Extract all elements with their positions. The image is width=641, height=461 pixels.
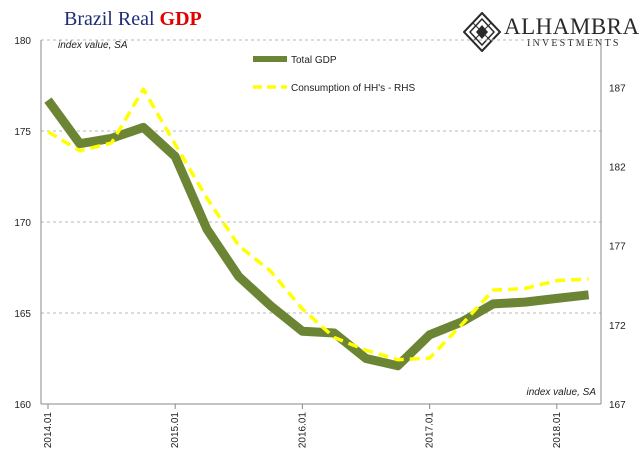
y-tick-label-left: 175: [14, 127, 31, 138]
right-axis-ticks: 167 172 177 182 187: [609, 83, 626, 411]
legend-label-consumption: Consumption of HH's - RHS: [291, 83, 416, 94]
axes: [40, 40, 602, 405]
x-tick-label: 2017.01: [425, 412, 436, 449]
alhambra-diamond-icon: [463, 12, 501, 52]
chart-title-gdp: GDP: [159, 8, 202, 30]
series: [44, 87, 590, 371]
y-tick-label-right: 177: [609, 242, 626, 253]
chart-title: Brazil Real GDP: [64, 8, 202, 31]
x-tick-label: 2015.01: [170, 412, 181, 449]
alhambra-logo: ALHAMBRA INVESTMENTS: [463, 12, 640, 52]
left-axis-label: index value, SA: [58, 40, 128, 51]
x-tick-label: 2016.01: [297, 412, 308, 449]
series-consumption-line: [47, 87, 589, 362]
y-tick-label-right: 172: [609, 321, 626, 332]
x-tick-label: 2014.01: [43, 412, 54, 449]
chart-title-main: Brazil Real: [64, 8, 160, 30]
grid-lines: [41, 39, 601, 314]
series-total-gdp-line: [44, 97, 590, 371]
left-axis-ticks: 160 165 170 175 180: [14, 36, 31, 411]
x-axis-ticks: 2014.01 2015.01 2016.01 2017.01 2018.01: [43, 404, 563, 448]
y-tick-label-right: 182: [609, 163, 626, 174]
y-tick-label-left: 180: [14, 36, 31, 47]
logo-name: ALHAMBRA: [504, 14, 640, 39]
logo-subtitle: INVESTMENTS: [527, 38, 621, 49]
x-tick-label: 2018.01: [552, 412, 563, 449]
y-tick-label-left: 160: [14, 400, 31, 411]
right-axis-label: index value, SA: [527, 387, 597, 398]
legend-label-total-gdp: Total GDP: [291, 55, 337, 66]
y-tick-label-left: 165: [14, 309, 31, 320]
y-tick-label-right: 187: [609, 83, 626, 94]
y-tick-label-right: 167: [609, 400, 626, 411]
legend: Total GDP Consumption of HH's - RHS: [253, 55, 416, 94]
y-tick-label-left: 170: [14, 218, 31, 229]
